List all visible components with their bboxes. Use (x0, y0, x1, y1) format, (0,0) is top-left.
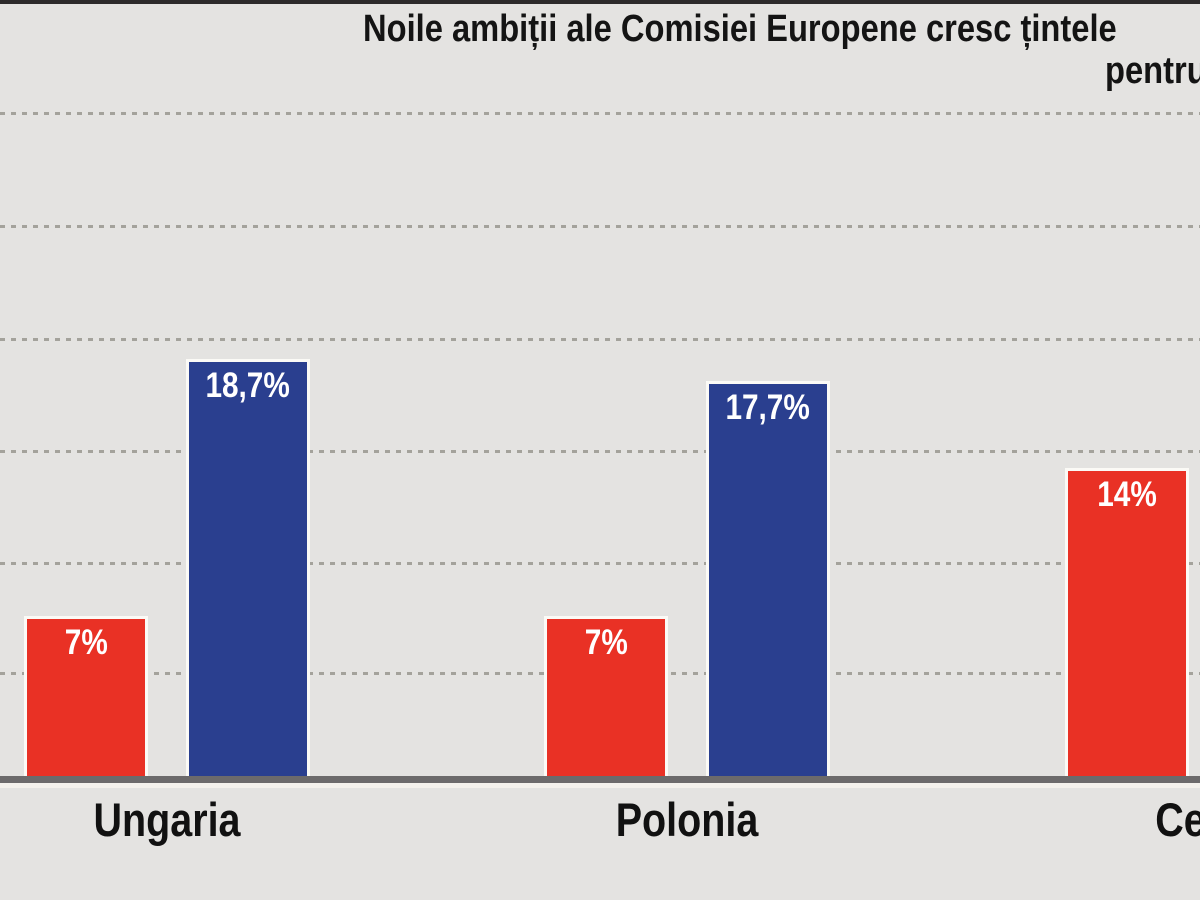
top-border-strip (0, 0, 1200, 4)
chart-title: Noile ambiții ale Comisiei Europene cres… (363, 8, 1200, 100)
gridline-20pct (0, 338, 1200, 341)
bar-value-label: 7% (584, 623, 628, 662)
bar-value-label: 17,7% (725, 388, 811, 427)
bar-ungaria-red: 7% (27, 619, 145, 776)
gridline-10pct (0, 562, 1200, 565)
x-axis-line (0, 776, 1200, 783)
bar-value-label: 18,7% (205, 366, 291, 405)
bar-polonia-blue: 17,7% (709, 384, 827, 776)
bar-cehia-red: 14% (1068, 471, 1186, 776)
bar-value-label: 7% (64, 623, 108, 662)
gridline-30pct (0, 112, 1200, 115)
category-label-ungaria: Ungaria (93, 793, 241, 846)
gridline-15pct (0, 450, 1200, 453)
category-label-polonia: Polonia (615, 793, 759, 846)
gridline-25pct (0, 225, 1200, 228)
chart-title-line2: pentru (1105, 50, 1200, 92)
bar-ungaria-blue: 18,7% (189, 362, 307, 776)
category-label-cehia: Cehia (1155, 793, 1200, 846)
bar-value-label: 14% (1097, 475, 1157, 514)
chart-title-line1: Noile ambiții ale Comisiei Europene cres… (363, 8, 1117, 50)
x-axis-highlight (0, 783, 1200, 788)
bar-polonia-red: 7% (547, 619, 665, 776)
